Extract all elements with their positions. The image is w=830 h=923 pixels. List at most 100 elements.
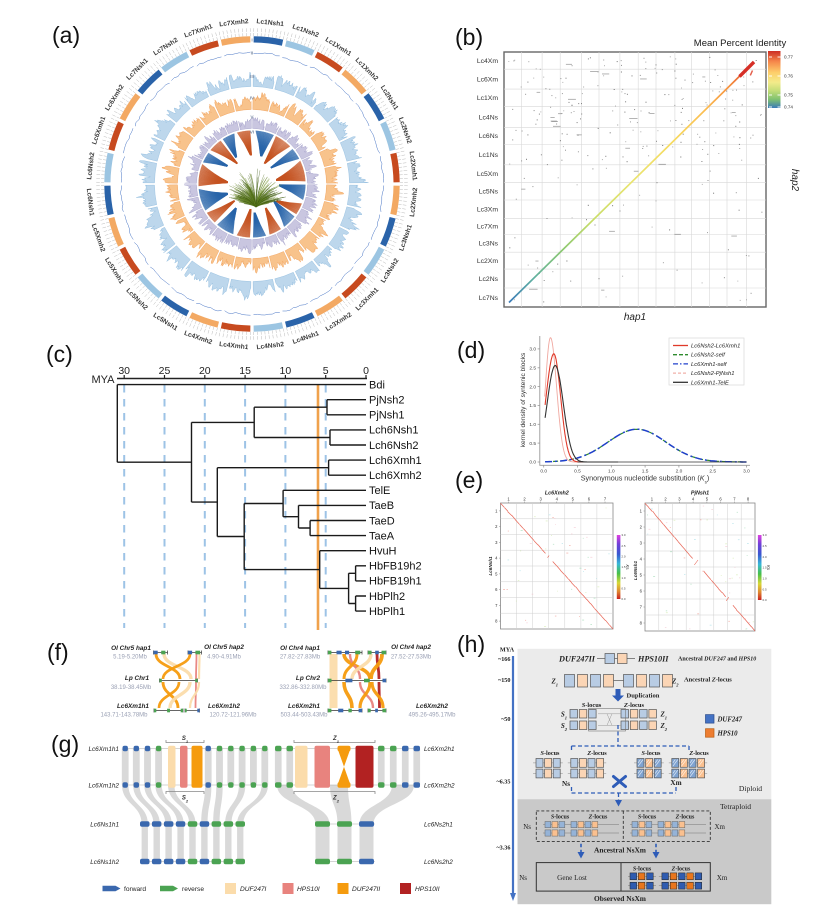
svg-text:Lc6Xm1h1: Lc6Xm1h1 bbox=[117, 703, 149, 710]
svg-text:Lc1Nsh1: Lc1Nsh1 bbox=[256, 18, 284, 28]
svg-text:MYA: MYA bbox=[91, 374, 115, 386]
svg-text:7: 7 bbox=[733, 497, 736, 502]
svg-text:Lch6Nsh2: Lch6Nsh2 bbox=[369, 440, 419, 452]
svg-text:Lc2Xmh2: Lc2Xmh2 bbox=[409, 187, 419, 217]
svg-text:Synonymous nucleotide substitu: Synonymous nucleotide substitution (Ks) bbox=[581, 474, 710, 485]
svg-text:Xm: Xm bbox=[715, 823, 726, 831]
svg-text:HvuH: HvuH bbox=[369, 546, 397, 558]
svg-text:II: II bbox=[251, 51, 254, 57]
svg-text:5: 5 bbox=[706, 497, 709, 502]
svg-text:Lc6Xm2h2: Lc6Xm2h2 bbox=[416, 703, 448, 710]
svg-text:2.0: 2.0 bbox=[763, 555, 768, 559]
svg-text:Z-locus: Z-locus bbox=[675, 815, 695, 821]
svg-text:Xm: Xm bbox=[670, 779, 681, 787]
svg-text:Ns: Ns bbox=[519, 874, 527, 882]
svg-text:Lc6Nsh2-self: Lc6Nsh2-self bbox=[691, 353, 726, 359]
svg-text:Ns: Ns bbox=[562, 780, 570, 788]
svg-text:Bdi: Bdi bbox=[369, 379, 385, 391]
svg-text:S-locus: S-locus bbox=[638, 815, 657, 821]
svg-text:Lc2Xm: Lc2Xm bbox=[477, 258, 498, 265]
svg-text:6: 6 bbox=[719, 497, 722, 502]
svg-text:Lp Chr2: Lp Chr2 bbox=[296, 675, 321, 682]
svg-text:2: 2 bbox=[664, 497, 667, 502]
svg-text:PjNsh1: PjNsh1 bbox=[369, 410, 404, 422]
svg-text:30: 30 bbox=[118, 365, 130, 377]
svg-text:Z-locus: Z-locus bbox=[623, 702, 644, 709]
svg-text:2.5: 2.5 bbox=[621, 544, 626, 548]
svg-text:Lc6Nsh2-PjNsh1: Lc6Nsh2-PjNsh1 bbox=[691, 371, 735, 377]
svg-text:4: 4 bbox=[692, 497, 695, 502]
svg-text:Lc6Ns1h1: Lc6Ns1h1 bbox=[90, 821, 119, 828]
svg-text:~150: ~150 bbox=[498, 677, 511, 684]
svg-text:HPS10II: HPS10II bbox=[415, 886, 440, 893]
svg-text:Lc7Ns: Lc7Ns bbox=[479, 295, 499, 302]
svg-text:10: 10 bbox=[280, 365, 292, 377]
svg-text:HbPlh2: HbPlh2 bbox=[369, 591, 405, 603]
svg-text:(b): (b) bbox=[455, 24, 483, 50]
svg-text:120.72-121.96Mb: 120.72-121.96Mb bbox=[209, 713, 257, 719]
svg-text:6: 6 bbox=[640, 589, 643, 594]
svg-text:~6.35: ~6.35 bbox=[496, 779, 510, 786]
svg-text:2.0: 2.0 bbox=[676, 469, 683, 475]
svg-text:1.5: 1.5 bbox=[642, 469, 649, 475]
svg-text:2: 2 bbox=[495, 524, 498, 529]
svg-text:Lc6Ns: Lc6Ns bbox=[479, 133, 499, 140]
svg-text:Lc6Ns1h2: Lc6Ns1h2 bbox=[90, 859, 119, 866]
svg-text:S2: S2 bbox=[561, 722, 568, 732]
svg-text:0.74: 0.74 bbox=[784, 105, 793, 110]
svg-text:6: 6 bbox=[588, 497, 591, 502]
svg-text:8: 8 bbox=[495, 619, 498, 624]
svg-text:Lc6Nsh2: Lc6Nsh2 bbox=[86, 152, 96, 180]
svg-text:20: 20 bbox=[199, 365, 211, 377]
svg-text:Ancestral DUF247 and HPS10: Ancestral DUF247 and HPS10 bbox=[678, 657, 756, 663]
svg-text:3.0: 3.0 bbox=[529, 347, 536, 353]
svg-text:1: 1 bbox=[495, 508, 498, 513]
svg-text:Lc4Nsh2: Lc4Nsh2 bbox=[256, 341, 284, 351]
svg-text:Mean Percent Identity: Mean Percent Identity bbox=[694, 38, 787, 49]
svg-text:Ol Chr4 hap2: Ol Chr4 hap2 bbox=[391, 644, 431, 651]
svg-text:hap1: hap1 bbox=[624, 312, 646, 323]
svg-text:V: V bbox=[250, 115, 254, 121]
svg-text:Lc3Ns: Lc3Ns bbox=[479, 241, 499, 248]
svg-text:8: 8 bbox=[640, 621, 643, 626]
svg-text:Lc6Xmh1-self: Lc6Xmh1-self bbox=[691, 362, 728, 368]
svg-text:S1: S1 bbox=[182, 736, 189, 744]
svg-text:0.0: 0.0 bbox=[763, 598, 768, 602]
svg-text:Z-locus: Z-locus bbox=[688, 750, 709, 757]
svg-text:hap2: hap2 bbox=[789, 169, 800, 192]
svg-text:Lch6Xmh1: Lch6Xmh1 bbox=[369, 455, 422, 467]
svg-text:I: I bbox=[251, 38, 253, 44]
svg-text:0.0: 0.0 bbox=[529, 460, 536, 466]
svg-text:Lc6Nsh2-Lc6Xmh1: Lc6Nsh2-Lc6Xmh1 bbox=[691, 344, 740, 350]
svg-text:Lc3Xm: Lc3Xm bbox=[477, 206, 498, 213]
svg-text:Xm: Xm bbox=[717, 874, 728, 882]
svg-text:1.5: 1.5 bbox=[529, 403, 536, 409]
svg-text:3.0: 3.0 bbox=[621, 533, 626, 537]
svg-text:3: 3 bbox=[678, 497, 681, 502]
svg-text:2.0: 2.0 bbox=[621, 554, 626, 558]
svg-text:reverse: reverse bbox=[182, 886, 204, 893]
svg-text:3: 3 bbox=[495, 540, 498, 545]
svg-text:Gene Lost: Gene Lost bbox=[557, 874, 587, 882]
svg-text:1: 1 bbox=[640, 509, 643, 514]
svg-text:1.0: 1.0 bbox=[621, 576, 626, 580]
svg-text:1: 1 bbox=[651, 497, 654, 502]
svg-text:VI: VI bbox=[250, 130, 255, 136]
svg-text:4: 4 bbox=[495, 556, 498, 561]
svg-text:DUF247II: DUF247II bbox=[352, 886, 380, 893]
svg-text:(c): (c) bbox=[46, 341, 73, 367]
svg-text:Ks: Ks bbox=[625, 564, 630, 569]
svg-text:(d): (d) bbox=[457, 337, 485, 363]
svg-text:Lc4Xmh1: Lc4Xmh1 bbox=[219, 341, 249, 351]
svg-text:2: 2 bbox=[640, 525, 643, 530]
svg-text:Lch6Xmh2: Lch6Xmh2 bbox=[369, 470, 422, 482]
svg-text:Lc7Xm: Lc7Xm bbox=[477, 224, 498, 231]
svg-text:HPS10I: HPS10I bbox=[297, 886, 320, 893]
svg-text:0.0: 0.0 bbox=[540, 469, 547, 475]
svg-text:Z2: Z2 bbox=[671, 678, 679, 688]
svg-text:15: 15 bbox=[239, 365, 251, 377]
svg-text:(g): (g) bbox=[51, 731, 79, 757]
svg-text:S-locus: S-locus bbox=[582, 702, 602, 709]
svg-text:S-locus: S-locus bbox=[633, 867, 652, 873]
svg-text:2.5: 2.5 bbox=[709, 469, 716, 475]
